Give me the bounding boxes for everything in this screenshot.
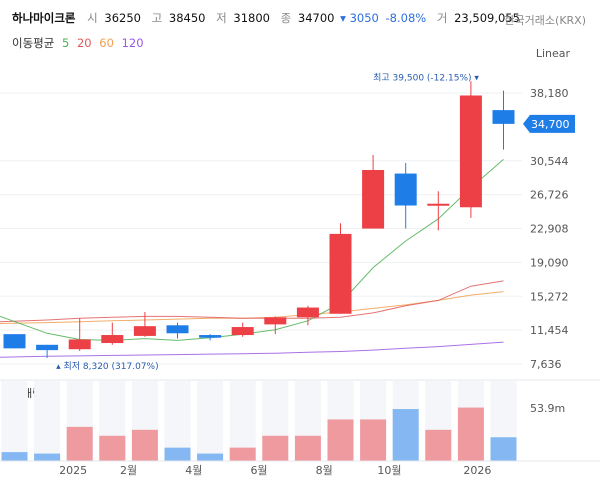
- volume-bar: [197, 453, 224, 461]
- high-value: 38450: [168, 11, 206, 25]
- open-value: 36250: [104, 11, 141, 25]
- volume-bar: [327, 419, 354, 461]
- y-tick-label: 22,908: [530, 223, 569, 236]
- volume-bar: [294, 435, 321, 461]
- stock-name: 하나마이크론: [12, 11, 76, 25]
- candle-body: [3, 334, 26, 349]
- volume-slot: [34, 381, 61, 461]
- volume-bar: [262, 435, 289, 461]
- candle-body: [36, 344, 59, 351]
- x-tick-label: 2025: [59, 464, 87, 477]
- y-tick-label: 7,636: [530, 358, 562, 371]
- volume-label: 거: [436, 11, 448, 25]
- current-price-label: 34,700: [531, 118, 570, 131]
- ma120-line: [0, 341, 504, 358]
- volume-bar: [34, 453, 61, 461]
- close-label: 종: [280, 11, 292, 25]
- moving-average-legend: 이동평균 5 20 60 120: [12, 35, 148, 51]
- y-tick-label: 19,090: [530, 256, 569, 269]
- current-price-tag: [523, 114, 575, 133]
- candle-body: [231, 327, 254, 336]
- candle-body: [329, 233, 352, 314]
- candle-body: [166, 325, 189, 334]
- candle-body: [264, 317, 287, 325]
- volume-value: 23,509,055: [454, 11, 520, 25]
- volume-bar: [392, 409, 419, 461]
- candle-body: [362, 170, 385, 229]
- scale-mode-select[interactable]: Linear: [535, 47, 570, 60]
- volume-bar: [164, 447, 191, 461]
- volume-bar: [131, 429, 158, 461]
- candle-body: [492, 110, 515, 124]
- low-annotation: ▴ 최저 8,320 (317.07%): [56, 361, 159, 372]
- volume-bar: [66, 426, 93, 461]
- x-tick-label: 2월: [120, 464, 137, 477]
- ma20-line: [0, 280, 504, 323]
- high-label: 고: [151, 11, 163, 25]
- candle-body: [101, 335, 124, 344]
- x-tick-label: 6월: [250, 464, 267, 477]
- candle-body: [133, 326, 156, 336]
- candle-body: [459, 95, 482, 208]
- candle-body: [199, 335, 222, 338]
- ma5-line: [0, 159, 504, 341]
- volume-bar: [457, 407, 484, 461]
- stock-header: 하나마이크론 시 36250 고 38450 저 31800 종 34700 ▾…: [12, 10, 527, 26]
- high-annotation: 최고 39,500 (-12.15%) ▾: [373, 72, 479, 83]
- y-tick-label: 30,544: [530, 155, 569, 168]
- candle-body: [394, 173, 417, 206]
- candle-body: [296, 307, 319, 318]
- volume-bar: [229, 447, 256, 461]
- x-tick-label: 8월: [316, 464, 333, 477]
- ma-5[interactable]: 5: [61, 36, 70, 50]
- y-tick-label: 11,454: [530, 324, 569, 337]
- low-value: 31800: [233, 11, 270, 25]
- x-tick-label: 10월: [377, 464, 401, 477]
- open-label: 시: [87, 11, 98, 25]
- close-value: 34700: [297, 11, 335, 25]
- change-value: ▾ 3050: [340, 11, 379, 25]
- y-tick-label: 15,272: [530, 290, 569, 303]
- ma-20[interactable]: 20: [76, 36, 92, 50]
- volume-bar: [425, 429, 452, 461]
- candle-body: [68, 339, 91, 350]
- x-tick-label: 2026: [463, 464, 491, 477]
- ma-60[interactable]: 60: [99, 36, 114, 50]
- volume-slot: [1, 381, 28, 461]
- change-percent: -8.08%: [385, 11, 427, 25]
- y-tick-label: 38,180: [530, 87, 569, 100]
- x-tick-label: 4월: [185, 464, 202, 477]
- volume-bar: [99, 435, 126, 461]
- exchange-label: 한국거래소(KRX): [504, 14, 586, 27]
- volume-max-label: 53.9m: [530, 402, 565, 415]
- volume-bar: [1, 452, 28, 461]
- ma-120[interactable]: 120: [121, 36, 144, 50]
- y-tick-label: 26,726: [530, 189, 569, 202]
- low-label: 저: [216, 11, 227, 25]
- volume-slot: [197, 381, 224, 461]
- volume-bar: [360, 419, 387, 461]
- moving-average-title: 이동평균: [12, 36, 55, 50]
- volume-bar: [490, 437, 517, 461]
- candle-body: [427, 203, 450, 206]
